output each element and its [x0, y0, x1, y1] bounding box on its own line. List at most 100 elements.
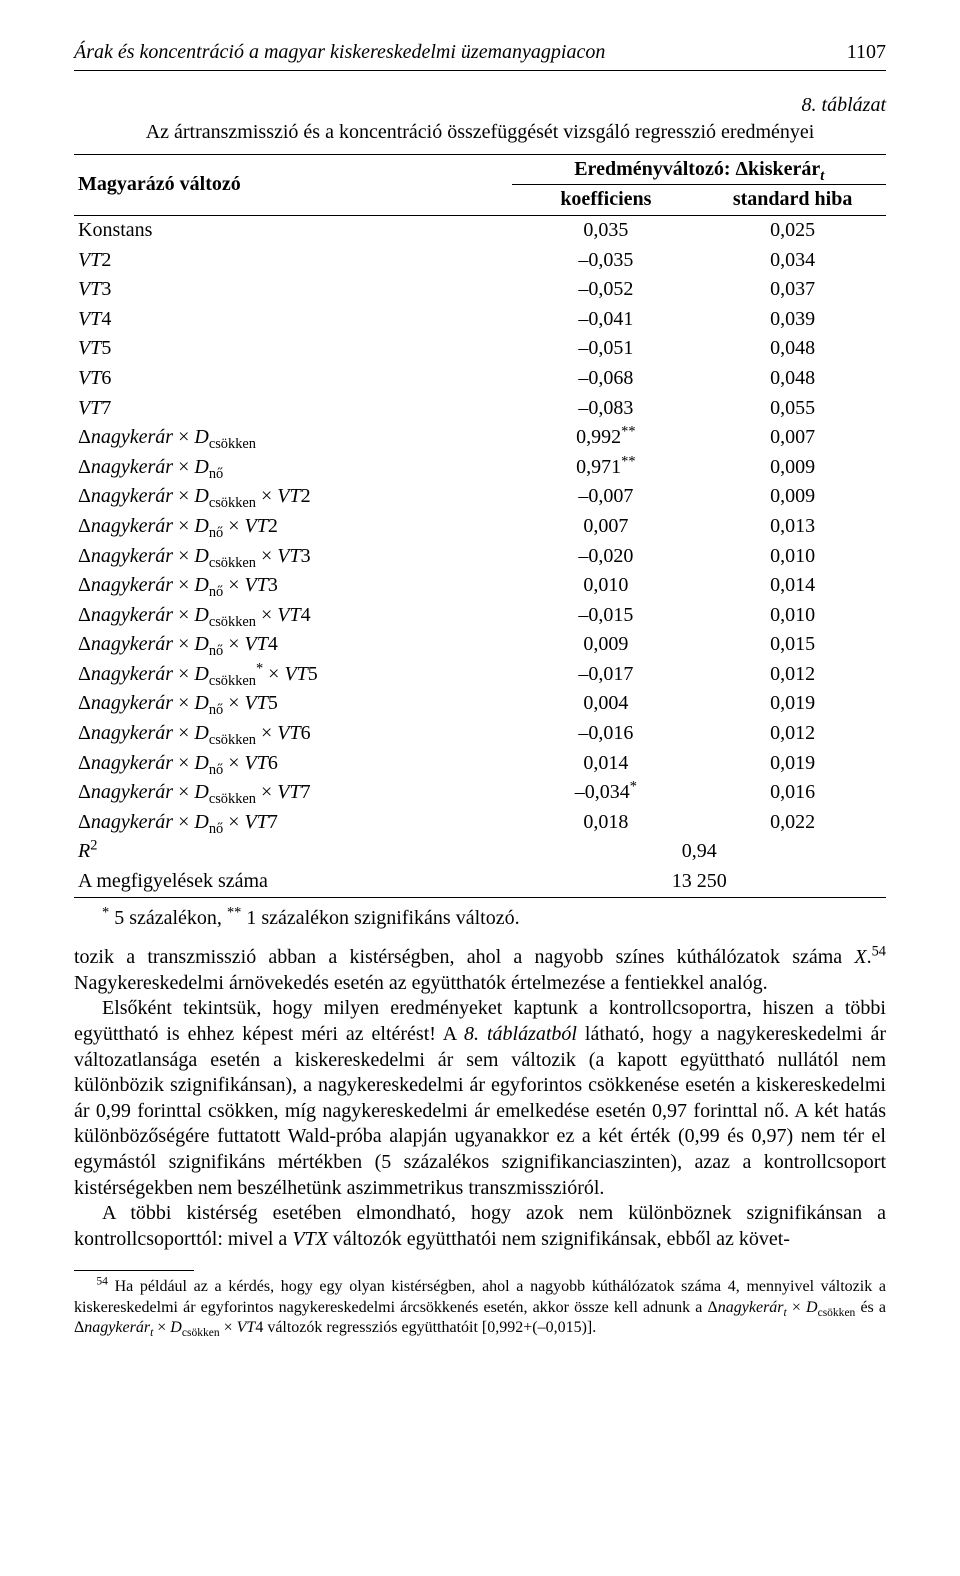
row-coef: –0,041: [512, 305, 699, 335]
row-label: Δnagykerár × Dcsökken × VT3: [74, 542, 512, 572]
row-se: 0,013: [699, 512, 886, 542]
row-label: VT4: [74, 305, 512, 335]
table-row: VT5–0,0510,048: [74, 334, 886, 364]
row-se: 0,055: [699, 394, 886, 424]
row-coef: 0,035: [512, 215, 699, 245]
row-label: Δnagykerár × Dnő × VT7: [74, 808, 512, 838]
row-coef: –0,083: [512, 394, 699, 424]
row-label: VT7: [74, 394, 512, 424]
row-se: 0,048: [699, 364, 886, 394]
paragraph-1: tozik a transzmisszió abban a kistérségb…: [74, 945, 886, 996]
table-row: Δnagykerár × Dcsökken × VT6–0,0160,012: [74, 719, 886, 749]
row-coef: 0,007: [512, 512, 699, 542]
table-row: Δnagykerár × Dnő × VT30,0100,014: [74, 571, 886, 601]
row-label: Δnagykerár × Dcsökken × VT2: [74, 482, 512, 512]
row-label: Δnagykerár × Dcsökken × VT7: [74, 778, 512, 808]
table-row: Δnagykerár × Dcsökken × VT4–0,0150,010: [74, 601, 886, 631]
row-coef: –0,017: [512, 660, 699, 690]
row-se: 0,016: [699, 778, 886, 808]
row-se: 0,022: [699, 808, 886, 838]
col-se: standard hiba: [699, 185, 886, 216]
table-row: Δnagykerár × Dcsökken* × VT5–0,0170,012: [74, 660, 886, 690]
row-label: Δnagykerár × Dnő × VT4: [74, 630, 512, 660]
row-label: Δnagykerár × Dnő: [74, 453, 512, 483]
footnote-54: 54 Ha például az a kérdés, hogy egy olya…: [74, 1277, 886, 1338]
row-se: 0,012: [699, 719, 886, 749]
row-label: Δnagykerár × Dnő × VT6: [74, 749, 512, 779]
regression-table: Magyarázó változó Eredményváltozó: Δkisk…: [74, 154, 886, 898]
row-label: VT2: [74, 246, 512, 276]
row-se: 0,009: [699, 482, 886, 512]
row-label: Δnagykerár × Dcsökken × VT6: [74, 719, 512, 749]
col-coef: koefficiens: [512, 185, 699, 216]
row-coef: 0,009: [512, 630, 699, 660]
running-head-rule: [74, 70, 886, 71]
row-label: Δnagykerár × Dnő × VT2: [74, 512, 512, 542]
table-caption: 8. táblázat: [74, 93, 886, 119]
row-coef: 0,004: [512, 689, 699, 719]
table-row: Δnagykerár × Dnő × VT70,0180,022: [74, 808, 886, 838]
paragraph-2: Elsőként tekintsük, hogy milyen eredmény…: [74, 996, 886, 1201]
running-head: Árak és koncentráció a magyar kiskereske…: [74, 40, 886, 66]
table-row: Δnagykerár × Dcsökken × VT2–0,0070,009: [74, 482, 886, 512]
row-se: 0,014: [699, 571, 886, 601]
row-coef: –0,016: [512, 719, 699, 749]
row-coef: 0,971**: [512, 453, 699, 483]
row-label: VT6: [74, 364, 512, 394]
row-se: 0,025: [699, 215, 886, 245]
table-row: Δnagykerár × Dcsökken0,992**0,007: [74, 423, 886, 453]
row-se: 0,007: [699, 423, 886, 453]
row-label: VT3: [74, 275, 512, 305]
row-coef: –0,035: [512, 246, 699, 276]
row-label: Konstans: [74, 215, 512, 245]
row-coef: 0,018: [512, 808, 699, 838]
head-left: Magyarázó változó: [74, 154, 512, 215]
table-row: VT7–0,0830,055: [74, 394, 886, 424]
head-right: Eredményváltozó: Δkiskerárt: [512, 154, 886, 185]
row-se: 0,039: [699, 305, 886, 335]
row-coef: –0,034*: [512, 778, 699, 808]
row-coef: –0,052: [512, 275, 699, 305]
footnote-rule: [74, 1270, 194, 1271]
row-coef: –0,020: [512, 542, 699, 572]
row-se: 0,019: [699, 689, 886, 719]
row-se: 0,037: [699, 275, 886, 305]
row-se: 0,019: [699, 749, 886, 779]
r2-value: 0,94: [512, 837, 886, 867]
row-se: 0,010: [699, 601, 886, 631]
table-row: Δnagykerár × Dnő × VT50,0040,019: [74, 689, 886, 719]
table-title: Az ártranszmisszió és a koncentráció öss…: [74, 120, 886, 146]
row-label: Δnagykerár × Dnő × VT3: [74, 571, 512, 601]
row-label: Δnagykerár × Dcsökken × VT4: [74, 601, 512, 631]
nobs-value: 13 250: [512, 867, 886, 897]
row-coef: 0,014: [512, 749, 699, 779]
table-row: Konstans0,0350,025: [74, 215, 886, 245]
row-label: Δnagykerár × Dcsökken: [74, 423, 512, 453]
row-se: 0,015: [699, 630, 886, 660]
table-row: Δnagykerár × Dcsökken × VT7–0,034*0,016: [74, 778, 886, 808]
table-row: Δnagykerár × Dcsökken × VT3–0,0200,010: [74, 542, 886, 572]
row-coef: –0,068: [512, 364, 699, 394]
row-coef: 0,010: [512, 571, 699, 601]
row-se: 0,010: [699, 542, 886, 572]
table-row: Δnagykerár × Dnő0,971**0,009: [74, 453, 886, 483]
table-row: VT3–0,0520,037: [74, 275, 886, 305]
table-row: VT2–0,0350,034: [74, 246, 886, 276]
row-se: 0,034: [699, 246, 886, 276]
table-row: Δnagykerár × Dnő × VT60,0140,019: [74, 749, 886, 779]
row-se: 0,012: [699, 660, 886, 690]
row-label: Δnagykerár × Dcsökken* × VT5: [74, 660, 512, 690]
running-title: Árak és koncentráció a magyar kiskereske…: [74, 40, 605, 66]
nobs-label: A megfigyelések száma: [74, 867, 512, 897]
table-row: VT4–0,0410,039: [74, 305, 886, 335]
paragraph-3: A többi kistérség esetében elmondható, h…: [74, 1201, 886, 1252]
r2-label: R2: [74, 837, 512, 867]
row-coef: –0,051: [512, 334, 699, 364]
row-se: 0,048: [699, 334, 886, 364]
table-row: VT6–0,0680,048: [74, 364, 886, 394]
row-label: Δnagykerár × Dnő × VT5: [74, 689, 512, 719]
row-se: 0,009: [699, 453, 886, 483]
row-coef: 0,992**: [512, 423, 699, 453]
table-row: Δnagykerár × Dnő × VT40,0090,015: [74, 630, 886, 660]
table-row: Δnagykerár × Dnő × VT20,0070,013: [74, 512, 886, 542]
